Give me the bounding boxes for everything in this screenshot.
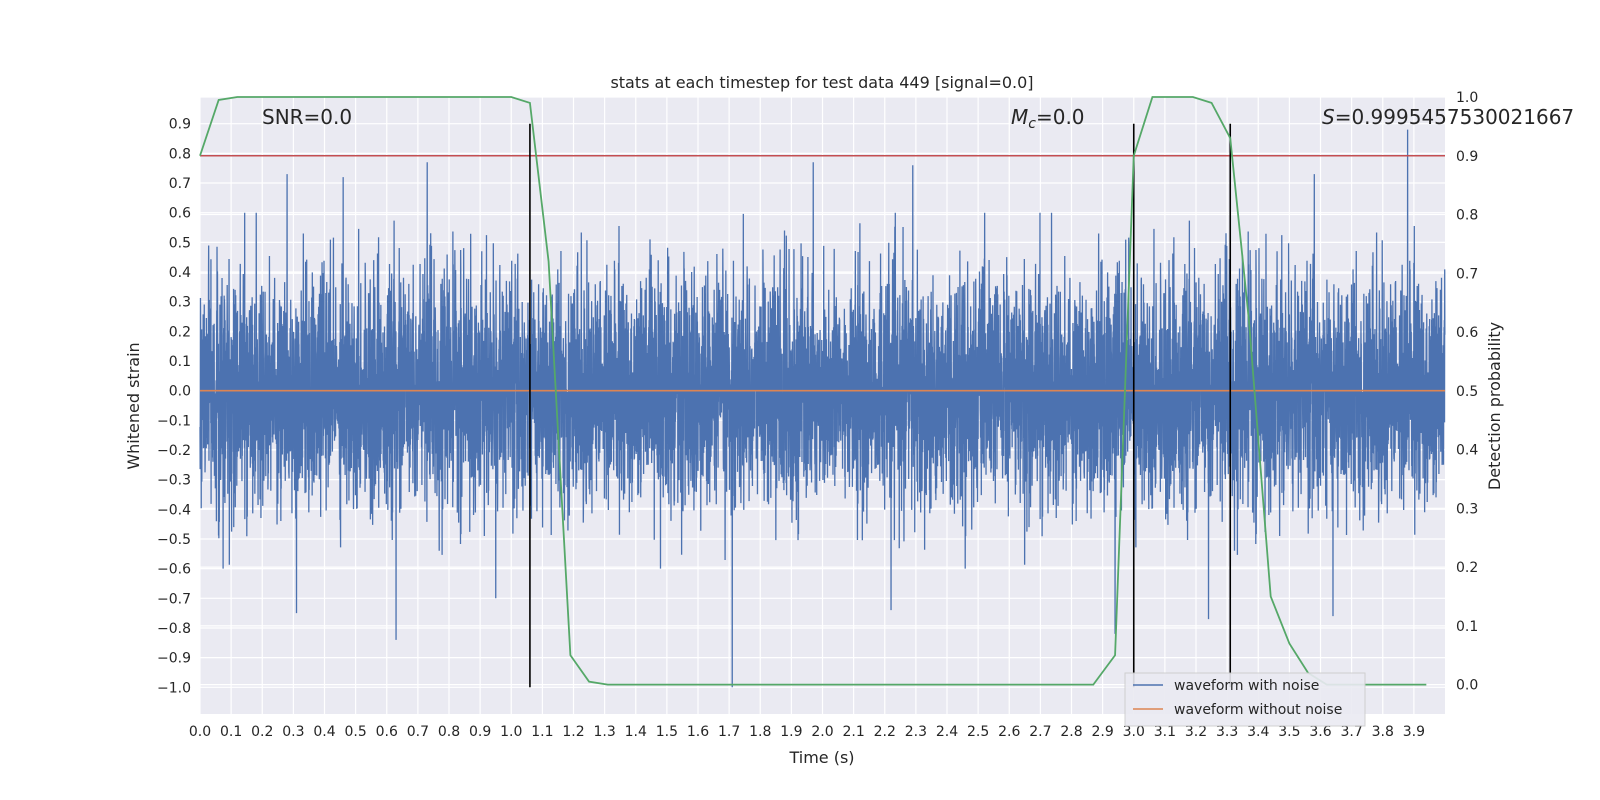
y-tick-label: −0.1 [157, 413, 191, 429]
x-tick-label: 1.0 [500, 724, 522, 740]
y-tick-label: 0.5 [169, 235, 191, 251]
y2-axis-label: Detection probability [1485, 322, 1504, 490]
x-tick-label: 3.3 [1216, 724, 1238, 740]
y2-tick-labels: 1.0 0.9 0.8 0.7 0.6 0.5 0.4 0.3 0.2 0.1 0.0 [1456, 90, 1478, 694]
x-tick-label: 0.9 [469, 724, 491, 740]
x-tick-label: 2.3 [905, 724, 927, 740]
x-tick-label: 1.4 [625, 724, 647, 740]
x-tick-label: 0.3 [282, 724, 304, 740]
y-tick-label: 0.2 [169, 324, 191, 340]
x-tick-label: 0.8 [438, 724, 460, 740]
y-tick-label: −0.4 [157, 502, 191, 518]
x-tick-label: 1.6 [687, 724, 709, 740]
series-detection-probability [199, 96, 1427, 686]
legend-box [1124, 672, 1366, 727]
x-tick-label: 0.6 [376, 724, 398, 740]
mc-symbol: M [1011, 105, 1028, 129]
x-tick-label: 1.3 [593, 724, 615, 740]
y-tick-label: 0.0 [169, 384, 191, 400]
x-tick-label: 1.9 [780, 724, 802, 740]
x-tick-label: 1.7 [718, 724, 740, 740]
s-symbol: S [1322, 105, 1335, 129]
y2-tick-label: 0.0 [1456, 678, 1478, 694]
y-tick-label: 0.3 [169, 295, 191, 311]
x-tick-label: 3.4 [1247, 724, 1269, 740]
y-tick-label: −0.3 [157, 473, 191, 489]
y2-tick-label: 0.9 [1456, 149, 1478, 165]
x-tick-label: 3.9 [1403, 724, 1425, 740]
x-tick-label: 1.2 [562, 724, 584, 740]
x-tick-label: 3.0 [1123, 724, 1145, 740]
y-tick-label: 0.4 [169, 265, 191, 281]
x-tick-label: 1.1 [531, 724, 553, 740]
x-tick-label: 0.2 [251, 724, 273, 740]
y-tick-label: 0.1 [169, 354, 191, 370]
x-tick-label: 1.5 [656, 724, 678, 740]
x-tick-label: 2.4 [936, 724, 958, 740]
y-tick-label: 0.6 [169, 206, 191, 222]
y-tick-labels: 0.9 0.8 0.7 0.6 0.5 0.4 0.3 0.2 0.1 0.0 −0.1 −0.2 −0… [157, 117, 191, 697]
x-tick-label: 2.0 [811, 724, 833, 740]
y-tick-label: 0.8 [169, 146, 191, 162]
x-tick-label: 2.9 [1091, 724, 1113, 740]
legend-label-clean: waveform without noise [1174, 702, 1342, 718]
mc-annotation: Mc=0.0 [1011, 105, 1085, 132]
y2-tick-label: 0.8 [1456, 208, 1478, 224]
y-tick-label: −0.6 [157, 562, 191, 578]
x-tick-label: 3.8 [1372, 724, 1394, 740]
x-tick-label: 2.1 [842, 724, 864, 740]
x-tick-label: 3.2 [1185, 724, 1207, 740]
legend: waveform with noise waveform without noi… [1124, 672, 1366, 727]
y2-tick-label: 0.7 [1456, 266, 1478, 282]
x-tick-label: 0.1 [220, 724, 242, 740]
x-tick-label: 2.6 [998, 724, 1020, 740]
mc-value: =0.0 [1036, 105, 1085, 129]
x-tick-label: 2.7 [1029, 724, 1051, 740]
y-tick-label: −0.9 [157, 651, 191, 667]
x-tick-label: 3.1 [1154, 724, 1176, 740]
y-tick-label: −0.8 [157, 621, 191, 637]
x-tick-labels: 0.0 0.1 0.2 0.3 0.4 0.5 0.6 0.7 0.8 0.9 1.0 1.1 1.2 1… [189, 724, 1425, 740]
y2-tick-label: 1.0 [1456, 90, 1478, 106]
x-tick-label: 0.4 [313, 724, 335, 740]
x-tick-label: 3.7 [1340, 724, 1362, 740]
x-tick-label: 0.7 [407, 724, 429, 740]
x-tick-label: 3.5 [1278, 724, 1300, 740]
mc-subscript: c [1028, 116, 1036, 132]
legend-label-noise: waveform with noise [1174, 678, 1319, 694]
x-tick-label: 2.2 [874, 724, 896, 740]
x-tick-label: 1.8 [749, 724, 771, 740]
s-annotation: S=0.9995457530021667 [1322, 105, 1574, 129]
y-tick-label: −0.7 [157, 591, 191, 607]
s-value: =0.9995457530021667 [1335, 105, 1574, 129]
snr-annotation: SNR=0.0 [262, 105, 352, 129]
y-tick-label: 0.7 [169, 176, 191, 192]
y2-tick-label: 0.4 [1456, 443, 1478, 459]
x-tick-label: 2.5 [967, 724, 989, 740]
y2-tick-label: 0.2 [1456, 560, 1478, 576]
y2-tick-label: 0.3 [1456, 501, 1478, 517]
y-tick-label: 0.9 [169, 117, 191, 133]
x-tick-label: 2.8 [1060, 724, 1082, 740]
x-tick-label: 0.5 [344, 724, 366, 740]
y-axis-label: Whitened strain [124, 342, 143, 469]
chart-title: stats at each timestep for test data 449… [610, 73, 1033, 92]
y-tick-label: −1.0 [157, 680, 191, 696]
y2-tick-label: 0.6 [1456, 325, 1478, 341]
x-axis-label: Time (s) [788, 748, 854, 767]
series-waveform-with-noise [199, 129, 1446, 688]
series-layer [199, 96, 1446, 688]
y2-tick-label: 0.1 [1456, 619, 1478, 635]
y-tick-label: −0.5 [157, 532, 191, 548]
x-tick-label: 0.0 [189, 724, 211, 740]
x-tick-label: 3.6 [1309, 724, 1331, 740]
y-tick-label: −0.2 [157, 443, 191, 459]
y2-tick-label: 0.5 [1456, 384, 1478, 400]
